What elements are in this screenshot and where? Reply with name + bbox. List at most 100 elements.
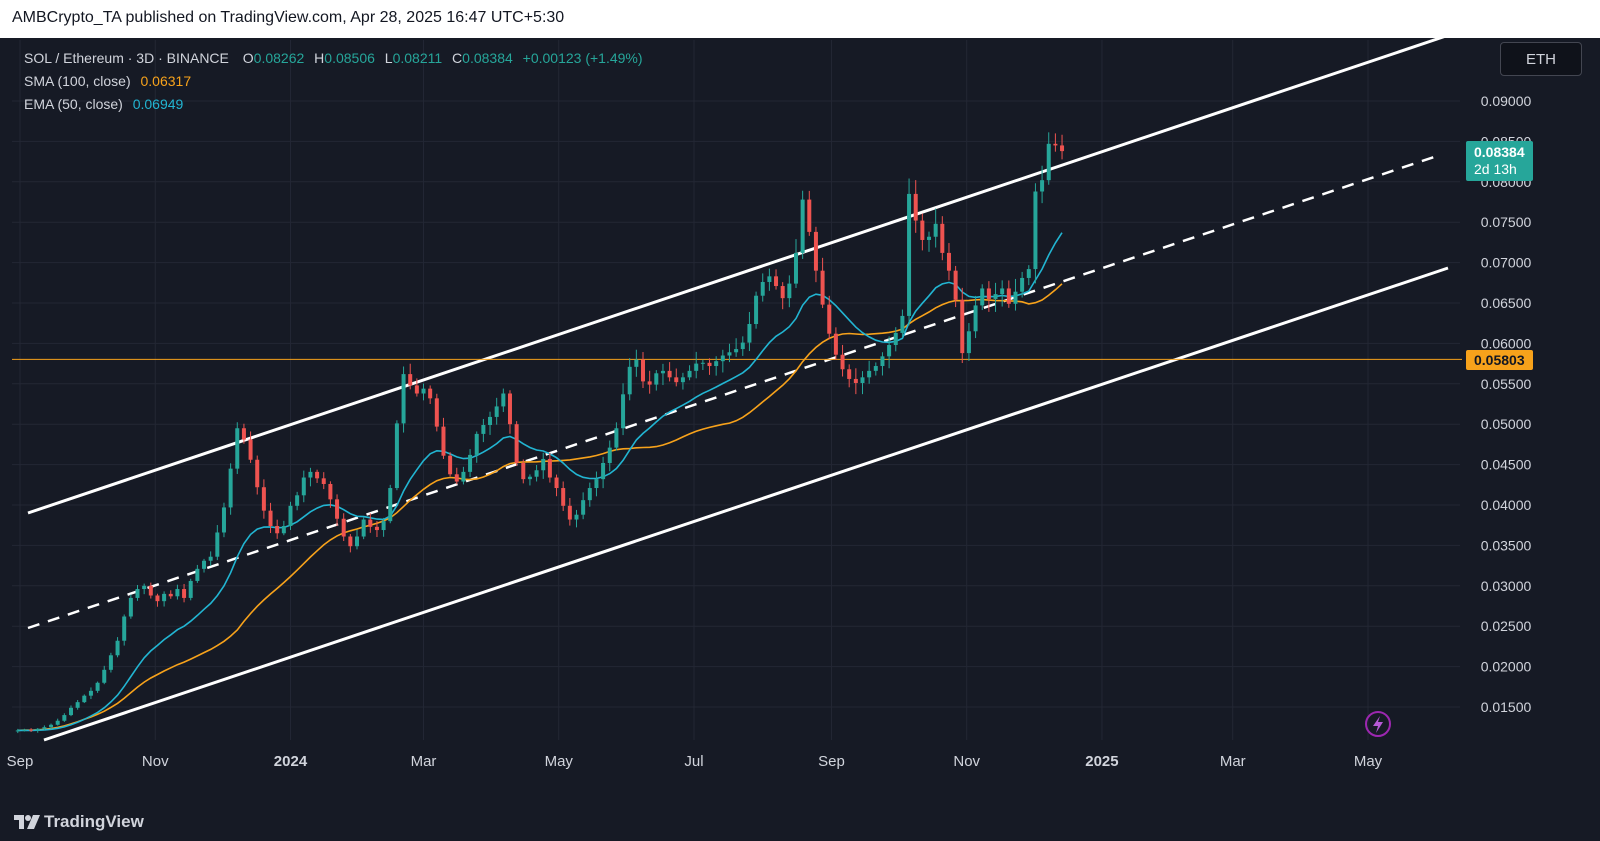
candle[interactable] <box>1040 165 1045 204</box>
channel-upper-line[interactable] <box>27 34 1447 515</box>
candle[interactable] <box>907 178 912 326</box>
candle[interactable] <box>188 578 193 601</box>
candle[interactable] <box>880 352 885 376</box>
candle[interactable] <box>714 356 719 376</box>
candle[interactable] <box>700 359 705 371</box>
candle[interactable] <box>787 275 792 308</box>
ema-line[interactable] <box>17 232 1063 732</box>
candle[interactable] <box>800 190 805 259</box>
candle[interactable] <box>195 564 200 583</box>
candle[interactable] <box>488 411 493 435</box>
candle[interactable] <box>29 728 34 733</box>
symbol-label[interactable]: SOL / Ethereum · 3D · BINANCE <box>24 50 229 66</box>
candle[interactable] <box>221 502 226 538</box>
candle[interactable] <box>62 713 67 722</box>
candle[interactable] <box>514 421 519 466</box>
candle[interactable] <box>641 352 646 389</box>
candle[interactable] <box>867 360 872 384</box>
candle[interactable] <box>587 482 592 507</box>
candle[interactable] <box>581 492 586 520</box>
candle[interactable] <box>561 481 566 511</box>
ema-row[interactable]: EMA (50, close) 0.06949 <box>24 93 643 116</box>
candle[interactable] <box>973 295 978 339</box>
candle[interactable] <box>594 471 599 497</box>
candle[interactable] <box>315 469 320 483</box>
candle[interactable] <box>88 687 93 700</box>
candle[interactable] <box>388 484 393 524</box>
candle[interactable] <box>720 349 725 373</box>
candle[interactable] <box>241 423 246 444</box>
candle[interactable] <box>168 590 173 599</box>
candle[interactable] <box>108 652 113 673</box>
candle[interactable] <box>893 327 898 352</box>
candle[interactable] <box>960 287 965 364</box>
candle[interactable] <box>887 336 892 369</box>
candle[interactable] <box>401 366 406 433</box>
candle[interactable] <box>913 180 918 233</box>
candle[interactable] <box>860 371 865 395</box>
candle[interactable] <box>541 452 546 479</box>
candle[interactable] <box>767 268 772 291</box>
sma-line[interactable] <box>17 283 1063 732</box>
candle[interactable] <box>734 338 739 357</box>
candle[interactable] <box>374 521 379 538</box>
currency-button[interactable]: ETH <box>1500 42 1582 76</box>
candle[interactable] <box>993 282 998 312</box>
candle[interactable] <box>22 728 27 732</box>
candle[interactable] <box>1006 280 1011 308</box>
candle[interactable] <box>368 513 373 533</box>
candle[interactable] <box>268 502 273 534</box>
candle[interactable] <box>933 208 938 248</box>
candle[interactable] <box>75 699 80 710</box>
candle[interactable] <box>601 456 606 489</box>
candle[interactable] <box>793 239 798 289</box>
candle[interactable] <box>654 370 659 391</box>
candle[interactable] <box>202 558 207 573</box>
candle[interactable] <box>461 466 466 485</box>
candle[interactable] <box>328 481 333 508</box>
candle[interactable] <box>940 216 945 261</box>
candle[interactable] <box>727 343 732 363</box>
candle[interactable] <box>687 365 692 381</box>
candle[interactable] <box>1013 278 1018 311</box>
candle[interactable] <box>627 358 632 401</box>
candle[interactable] <box>348 534 353 553</box>
candle[interactable] <box>248 431 253 463</box>
candle[interactable] <box>547 452 552 483</box>
candle[interactable] <box>115 637 120 658</box>
candle[interactable] <box>494 397 499 425</box>
candle[interactable] <box>235 422 240 474</box>
candle[interactable] <box>55 718 60 726</box>
candle[interactable] <box>128 594 133 619</box>
candle[interactable] <box>1020 271 1025 298</box>
candle[interactable] <box>468 449 473 477</box>
candle[interactable] <box>667 362 672 382</box>
channel-lower-line[interactable] <box>43 266 1449 742</box>
candle[interactable] <box>953 265 958 308</box>
candle[interactable] <box>142 583 147 595</box>
candle[interactable] <box>361 517 366 540</box>
candle[interactable] <box>335 494 340 526</box>
candle[interactable] <box>448 452 453 477</box>
candle[interactable] <box>308 467 313 487</box>
candle[interactable] <box>414 378 419 397</box>
candle[interactable] <box>813 226 818 283</box>
candle[interactable] <box>853 368 858 395</box>
candle[interactable] <box>49 723 54 730</box>
candle[interactable] <box>394 420 399 491</box>
candle[interactable] <box>175 584 180 600</box>
candle[interactable] <box>135 584 140 601</box>
candle[interactable] <box>481 418 486 443</box>
candle[interactable] <box>162 591 167 607</box>
candle[interactable] <box>920 213 925 251</box>
candle[interactable] <box>754 291 759 329</box>
candle[interactable] <box>574 509 579 528</box>
candle[interactable] <box>454 467 459 485</box>
candle[interactable] <box>474 431 479 463</box>
candle[interactable] <box>986 281 991 312</box>
candle[interactable] <box>634 349 639 377</box>
candle[interactable] <box>82 694 87 704</box>
candle[interactable] <box>567 498 572 526</box>
candle[interactable] <box>122 614 127 646</box>
candle[interactable] <box>507 390 512 434</box>
